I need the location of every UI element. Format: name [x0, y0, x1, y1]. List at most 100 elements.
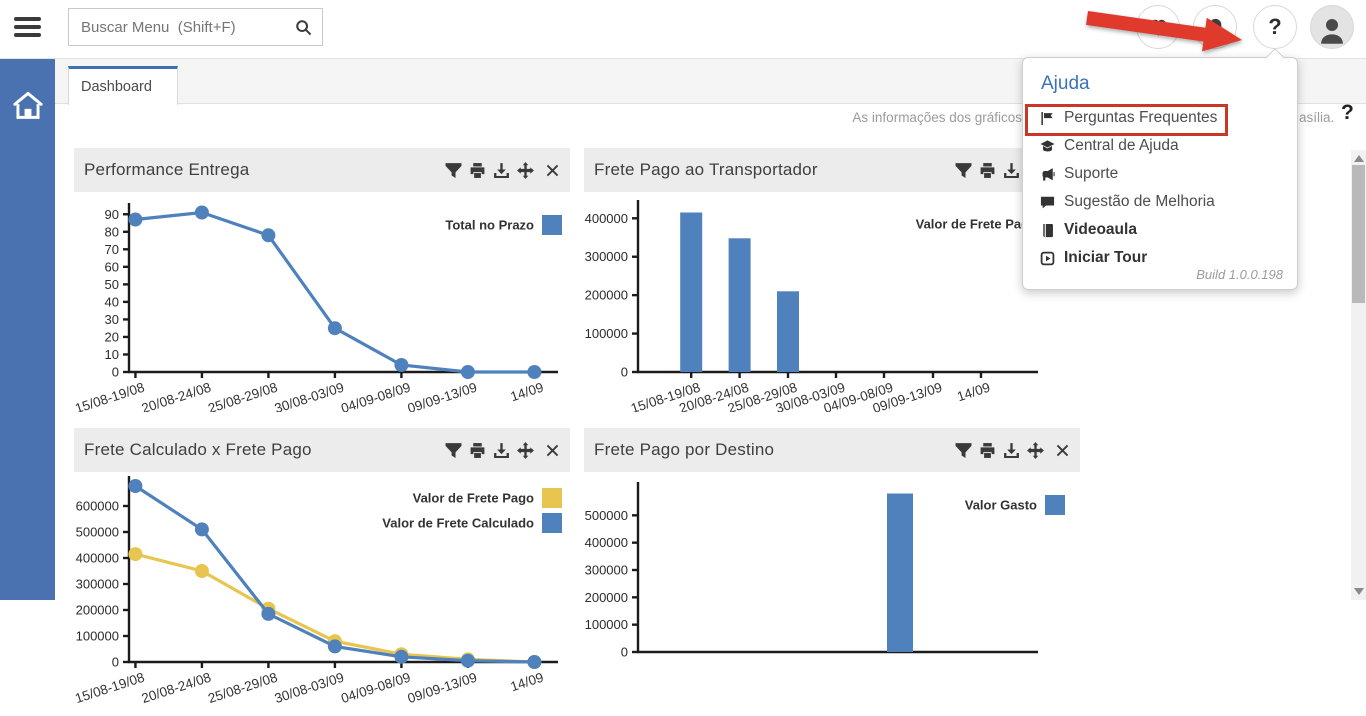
printer-icon[interactable]: [469, 162, 486, 179]
svg-text:50: 50: [105, 277, 119, 292]
close-icon[interactable]: [545, 163, 560, 178]
svg-text:100000: 100000: [76, 629, 119, 644]
sidebar-item-home[interactable]: [12, 90, 44, 120]
printer-icon[interactable]: [979, 442, 996, 459]
close-icon[interactable]: [1055, 443, 1070, 458]
help-menu-item-label: Videoaula: [1064, 221, 1137, 238]
chart-frete-pago-transportador: 400000300000200000100000015/08-19/0820/0…: [585, 200, 1065, 412]
svg-text:300000: 300000: [585, 563, 628, 578]
help-menu-item-label: Suporte: [1064, 165, 1119, 182]
svg-text:09/09-13/09: 09/09-13/09: [406, 380, 479, 412]
help-menu-item-suporte[interactable]: Suporte: [1023, 160, 1297, 188]
heart-button[interactable]: [1136, 5, 1180, 49]
help-menu-list: Perguntas Frequentes Central de Ajuda Supo…: [1023, 104, 1297, 272]
help-dropdown: Ajuda Perguntas Frequentes Central de Aju…: [1022, 57, 1298, 290]
tab-label: Dashboard: [81, 79, 152, 95]
home-icon: [13, 91, 43, 119]
svg-text:200000: 200000: [76, 603, 119, 618]
svg-text:70: 70: [105, 242, 119, 257]
bell-icon: [1205, 17, 1226, 38]
svg-text:200000: 200000: [585, 288, 628, 303]
svg-text:25/08-29/08: 25/08-29/08: [206, 380, 279, 412]
move-icon[interactable]: [517, 161, 534, 179]
svg-text:30/08-03/09: 30/08-03/09: [273, 670, 346, 707]
filter-icon[interactable]: [955, 162, 972, 179]
svg-text:25/08-29/08: 25/08-29/08: [206, 670, 279, 707]
svg-text:0: 0: [112, 655, 119, 670]
svg-text:14/09: 14/09: [509, 670, 546, 695]
close-icon[interactable]: [545, 443, 560, 458]
svg-text:400000: 400000: [76, 551, 119, 566]
scroll-up-icon[interactable]: [1354, 155, 1364, 162]
help-menu-item-videoaula[interactable]: Videoaula: [1023, 216, 1297, 244]
svg-text:Valor de Frete Calculado: Valor de Frete Calculado: [382, 516, 534, 531]
download-icon[interactable]: [493, 162, 510, 179]
svg-text:200000: 200000: [585, 590, 628, 605]
move-icon[interactable]: [1027, 441, 1044, 459]
graduation-cap-icon: [1040, 139, 1055, 154]
chart-frete-pago-destino: 500000 400000 300000 200000 100000 0 Valor Gas…: [585, 482, 1065, 660]
help-button[interactable]: ?: [1253, 5, 1297, 49]
comment-icon: [1040, 195, 1055, 210]
help-menu-item-perguntas-frequentes[interactable]: Perguntas Frequentes: [1023, 104, 1297, 132]
panel-frete-pago-destino: Frete Pago por Destino 500000 400000 30000…: [584, 428, 1080, 716]
user-avatar-button[interactable]: [1310, 5, 1354, 49]
panel-title: Performance Entrega: [84, 160, 250, 179]
svg-text:10: 10: [105, 347, 119, 362]
help-menu-item-iniciar-tour[interactable]: Iniciar Tour: [1023, 244, 1297, 272]
chart-frete-calculado-pago: 600000 500000 400000 300000 200000 100000 015/…: [74, 476, 562, 707]
menu-search-box[interactable]: [68, 8, 323, 46]
play-square-icon: [1040, 251, 1055, 266]
panel-header: Frete Pago por Destino: [584, 428, 1080, 472]
megaphone-icon: [1040, 167, 1055, 182]
svg-text:Valor Gasto: Valor Gasto: [965, 498, 1037, 513]
svg-text:04/09-08/09: 04/09-08/09: [339, 380, 412, 412]
svg-text:500000: 500000: [585, 508, 628, 523]
build-version-label: Build 1.0.0.198: [1196, 267, 1283, 282]
svg-text:300000: 300000: [585, 249, 628, 264]
printer-icon[interactable]: [979, 162, 996, 179]
panel-title: Frete Pago por Destino: [594, 440, 775, 459]
svg-text:Total no Prazo: Total no Prazo: [445, 218, 534, 233]
svg-text:400000: 400000: [585, 211, 628, 226]
bell-button[interactable]: [1193, 5, 1237, 49]
filter-icon[interactable]: [445, 442, 462, 459]
search-input[interactable]: [69, 18, 295, 36]
panel-header: Frete Calculado x Frete Pago: [74, 428, 570, 472]
printer-icon[interactable]: [469, 442, 486, 459]
help-menu-item-label: Perguntas Frequentes: [1064, 109, 1218, 126]
sidebar: [0, 58, 55, 600]
svg-text:30: 30: [105, 312, 119, 327]
svg-text:100000: 100000: [585, 326, 628, 341]
help-menu-item-sugestao-de-melhoria[interactable]: Sugestão de Melhoria: [1023, 188, 1297, 216]
question-icon: ?: [1268, 14, 1282, 39]
svg-text:14/09: 14/09: [509, 380, 546, 405]
scrollbar-thumb[interactable]: [1352, 165, 1365, 303]
user-icon: [1317, 16, 1347, 46]
hamburger-menu-icon[interactable]: [14, 17, 41, 37]
svg-text:500000: 500000: [76, 525, 119, 540]
svg-text:15/08-19/08: 15/08-19/08: [74, 670, 146, 707]
svg-text:15/08-19/08: 15/08-19/08: [74, 380, 146, 412]
move-icon[interactable]: [517, 441, 534, 459]
tab-dashboard[interactable]: Dashboard: [68, 66, 178, 105]
panel-title: Frete Pago ao Transportador: [594, 160, 818, 179]
filter-icon[interactable]: [955, 442, 972, 459]
scroll-down-icon[interactable]: [1354, 588, 1364, 595]
help-menu-item-label: Central de Ajuda: [1064, 137, 1179, 154]
panel-header: Frete Pago ao Transportador: [584, 148, 1080, 192]
svg-text:600000: 600000: [76, 499, 119, 514]
topbar: ?: [0, 0, 1366, 59]
help-menu-item-central-de-ajuda[interactable]: Central de Ajuda: [1023, 132, 1297, 160]
download-icon[interactable]: [1003, 442, 1020, 459]
vertical-scrollbar[interactable]: [1351, 150, 1366, 600]
download-icon[interactable]: [1003, 162, 1020, 179]
charts-info-text-tail: asília.: [1299, 110, 1335, 125]
charts-info-text: As informações dos gráficos: [852, 110, 1022, 125]
info-help-icon[interactable]: ?: [1341, 101, 1354, 124]
search-icon[interactable]: [295, 19, 312, 36]
filter-icon[interactable]: [445, 162, 462, 179]
download-icon[interactable]: [493, 442, 510, 459]
svg-text:20/08-24/08: 20/08-24/08: [140, 670, 213, 707]
